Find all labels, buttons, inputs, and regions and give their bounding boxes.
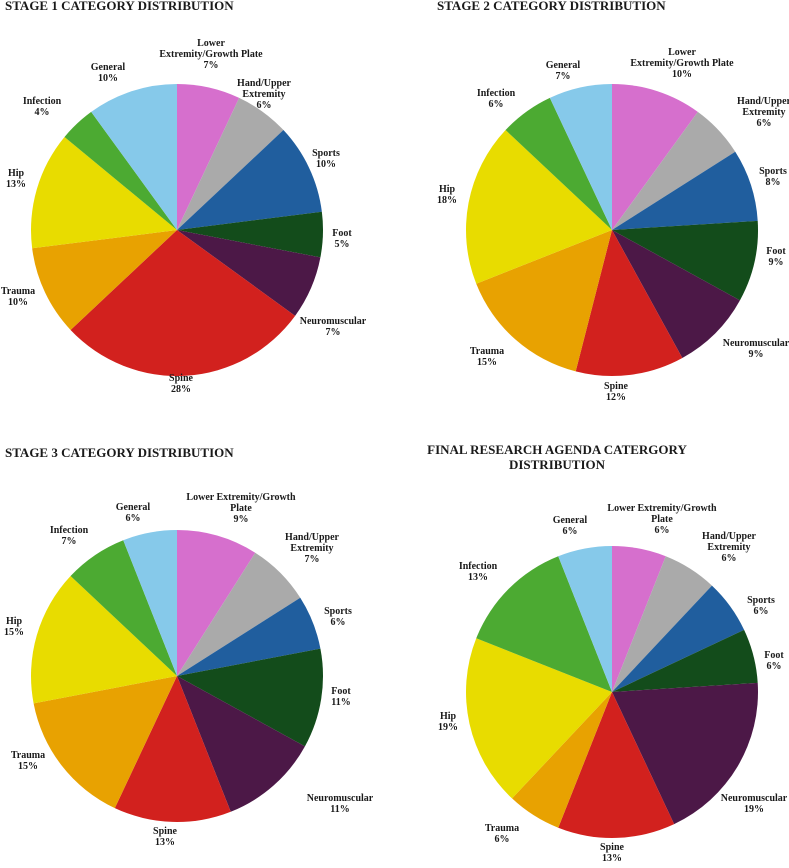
pie-slice-foot [612, 629, 758, 692]
slice-label-spine: Spine 13% [600, 842, 624, 864]
slice-label-infection: Infection 6% [477, 88, 516, 110]
slice-label-trauma: Trauma 15% [11, 750, 45, 772]
slice-label-neuromuscular: Neuromuscular 7% [300, 316, 367, 338]
slice-label-hip: Hip 15% [4, 616, 24, 638]
slice-label-sports: Sports 8% [759, 166, 787, 188]
slice-label-foot: Foot 9% [766, 246, 786, 268]
chart-title: STAGE 1 CATEGORY DISTRIBUTION [5, 0, 234, 13]
slice-label-infection: Infection 13% [459, 561, 498, 583]
pie-slice-infection [64, 111, 177, 230]
pie-slice-hand-upper-extremity [612, 556, 712, 692]
slice-label-foot: Foot 6% [764, 650, 784, 672]
slice-label-sports: Sports 6% [324, 606, 352, 628]
pie-slice-infection [476, 556, 612, 692]
slice-label-spine: Spine 28% [169, 373, 193, 395]
slice-label-spine: Spine 13% [153, 826, 177, 848]
slice-label-foot: Foot 11% [331, 686, 351, 708]
slice-label-hand-upper-extremity: Hand/Upper Extremity 6% [737, 96, 789, 129]
pie-slice-infection [505, 97, 612, 231]
slice-label-lower-extremity-growth-plate: Lower Extremity/Growth Plate 9% [186, 492, 296, 525]
pie-slice-spine [70, 230, 296, 377]
slice-label-general: General 7% [546, 60, 581, 82]
pie-chart-2: STAGE 2 CATEGORY DISTRIBUTION Lower Extrem… [437, 0, 789, 403]
slice-label-spine: Spine 12% [604, 381, 628, 403]
pie-slice-general [549, 84, 612, 230]
pie-slice-sports [612, 585, 745, 692]
slice-label-sports: Sports 6% [747, 595, 775, 617]
slice-label-hip: Hip 19% [438, 711, 458, 733]
chart-title: STAGE 3 CATEGORY DISTRIBUTION [5, 445, 234, 460]
pie-slice-neuromuscular [177, 676, 305, 812]
pie-slice-sports [177, 597, 321, 676]
pie-slice-trauma [512, 692, 612, 828]
pie-chart-1: STAGE 1 CATEGORY DISTRIBUTION Lower Extrem… [1, 0, 367, 395]
pie-chart-3: STAGE 3 CATEGORY DISTRIBUTION Lower Extre… [4, 445, 374, 848]
slice-label-general: General 6% [553, 515, 588, 537]
pie-slice-lower-extremity-growth-plate [177, 84, 240, 230]
chart-title: STAGE 2 CATEGORY DISTRIBUTION [437, 0, 666, 13]
pie-slice-general [91, 84, 177, 230]
pie-slice-spine [575, 230, 683, 376]
slice-label-hand-upper-extremity: Hand/Upper Extremity 6% [702, 531, 756, 564]
pie-slice-spine [114, 676, 231, 822]
pie-slice-lower-extremity-growth-plate [612, 84, 698, 230]
pie-slice-trauma [476, 230, 612, 372]
pie-slice-hand-upper-extremity [177, 97, 284, 231]
pie-slice-general [558, 546, 612, 692]
pie-slice-hand-upper-extremity [177, 552, 301, 676]
slice-label-general: General 6% [116, 502, 151, 524]
slice-label-lower-extremity-growth-plate: Lower Extremity/Growth Plate 6% [607, 503, 717, 536]
slice-label-neuromuscular: Neuromuscular 9% [723, 338, 789, 360]
slice-label-hand-upper-extremity: Hand/Upper Extremity 7% [285, 532, 339, 565]
pie-slice-general [123, 530, 177, 676]
pie-slice-sports [177, 130, 322, 230]
pie-slice-spine [558, 692, 675, 838]
pie-slice-neuromuscular [612, 230, 740, 358]
slice-label-neuromuscular: Neuromuscular 19% [721, 793, 788, 815]
pie-slice-hip [30, 136, 177, 249]
slice-label-hip: Hip 18% [437, 184, 457, 206]
pie-slice-foot [177, 211, 323, 258]
pie-slice-foot [177, 648, 323, 747]
pie-slice-neuromuscular [177, 230, 321, 316]
pie-slice-foot [612, 220, 758, 301]
pie-slice-hand-upper-extremity [612, 111, 736, 230]
slice-label-trauma: Trauma 15% [470, 346, 504, 368]
slice-label-hip: Hip 13% [6, 168, 26, 190]
pie-slice-sports [612, 151, 758, 230]
pie-slice-infection [70, 540, 177, 676]
pie-slice-hip [465, 638, 612, 799]
pie-slice-neuromuscular [612, 682, 758, 825]
pie-slice-lower-extremity-growth-plate [612, 546, 666, 692]
pie-slice-hip [465, 130, 612, 284]
slice-label-infection: Infection 7% [50, 525, 89, 547]
slice-label-trauma: Trauma 6% [485, 823, 519, 845]
pie-slice-trauma [33, 676, 178, 809]
pie-chart-4: FINAL RESEARCH AGENDA CATERGORY DISTRIBUT… [427, 442, 788, 864]
slice-label-lower-extremity-growth-plate: Lower Extremity/Growth Plate 10% [630, 47, 734, 80]
pie-slice-trauma [32, 230, 178, 330]
slice-label-infection: Infection 4% [23, 96, 62, 118]
slice-label-hand-upper-extremity: Hand/Upper Extremity 6% [237, 78, 291, 111]
pie-slice-hip [31, 576, 178, 704]
slice-label-lower-extremity-growth-plate: Lower Extremity/Growth Plate 7% [159, 38, 263, 71]
slice-label-general: General 10% [91, 62, 126, 84]
slice-label-neuromuscular: Neuromuscular 11% [307, 793, 374, 815]
slice-label-sports: Sports 10% [312, 148, 340, 170]
pie-slice-lower-extremity-growth-plate [177, 530, 256, 676]
slice-label-trauma: Trauma 10% [1, 286, 35, 308]
slice-label-foot: Foot 5% [332, 228, 352, 250]
chart-title: FINAL RESEARCH AGENDA CATERGORY DISTRIBUT… [427, 442, 687, 472]
